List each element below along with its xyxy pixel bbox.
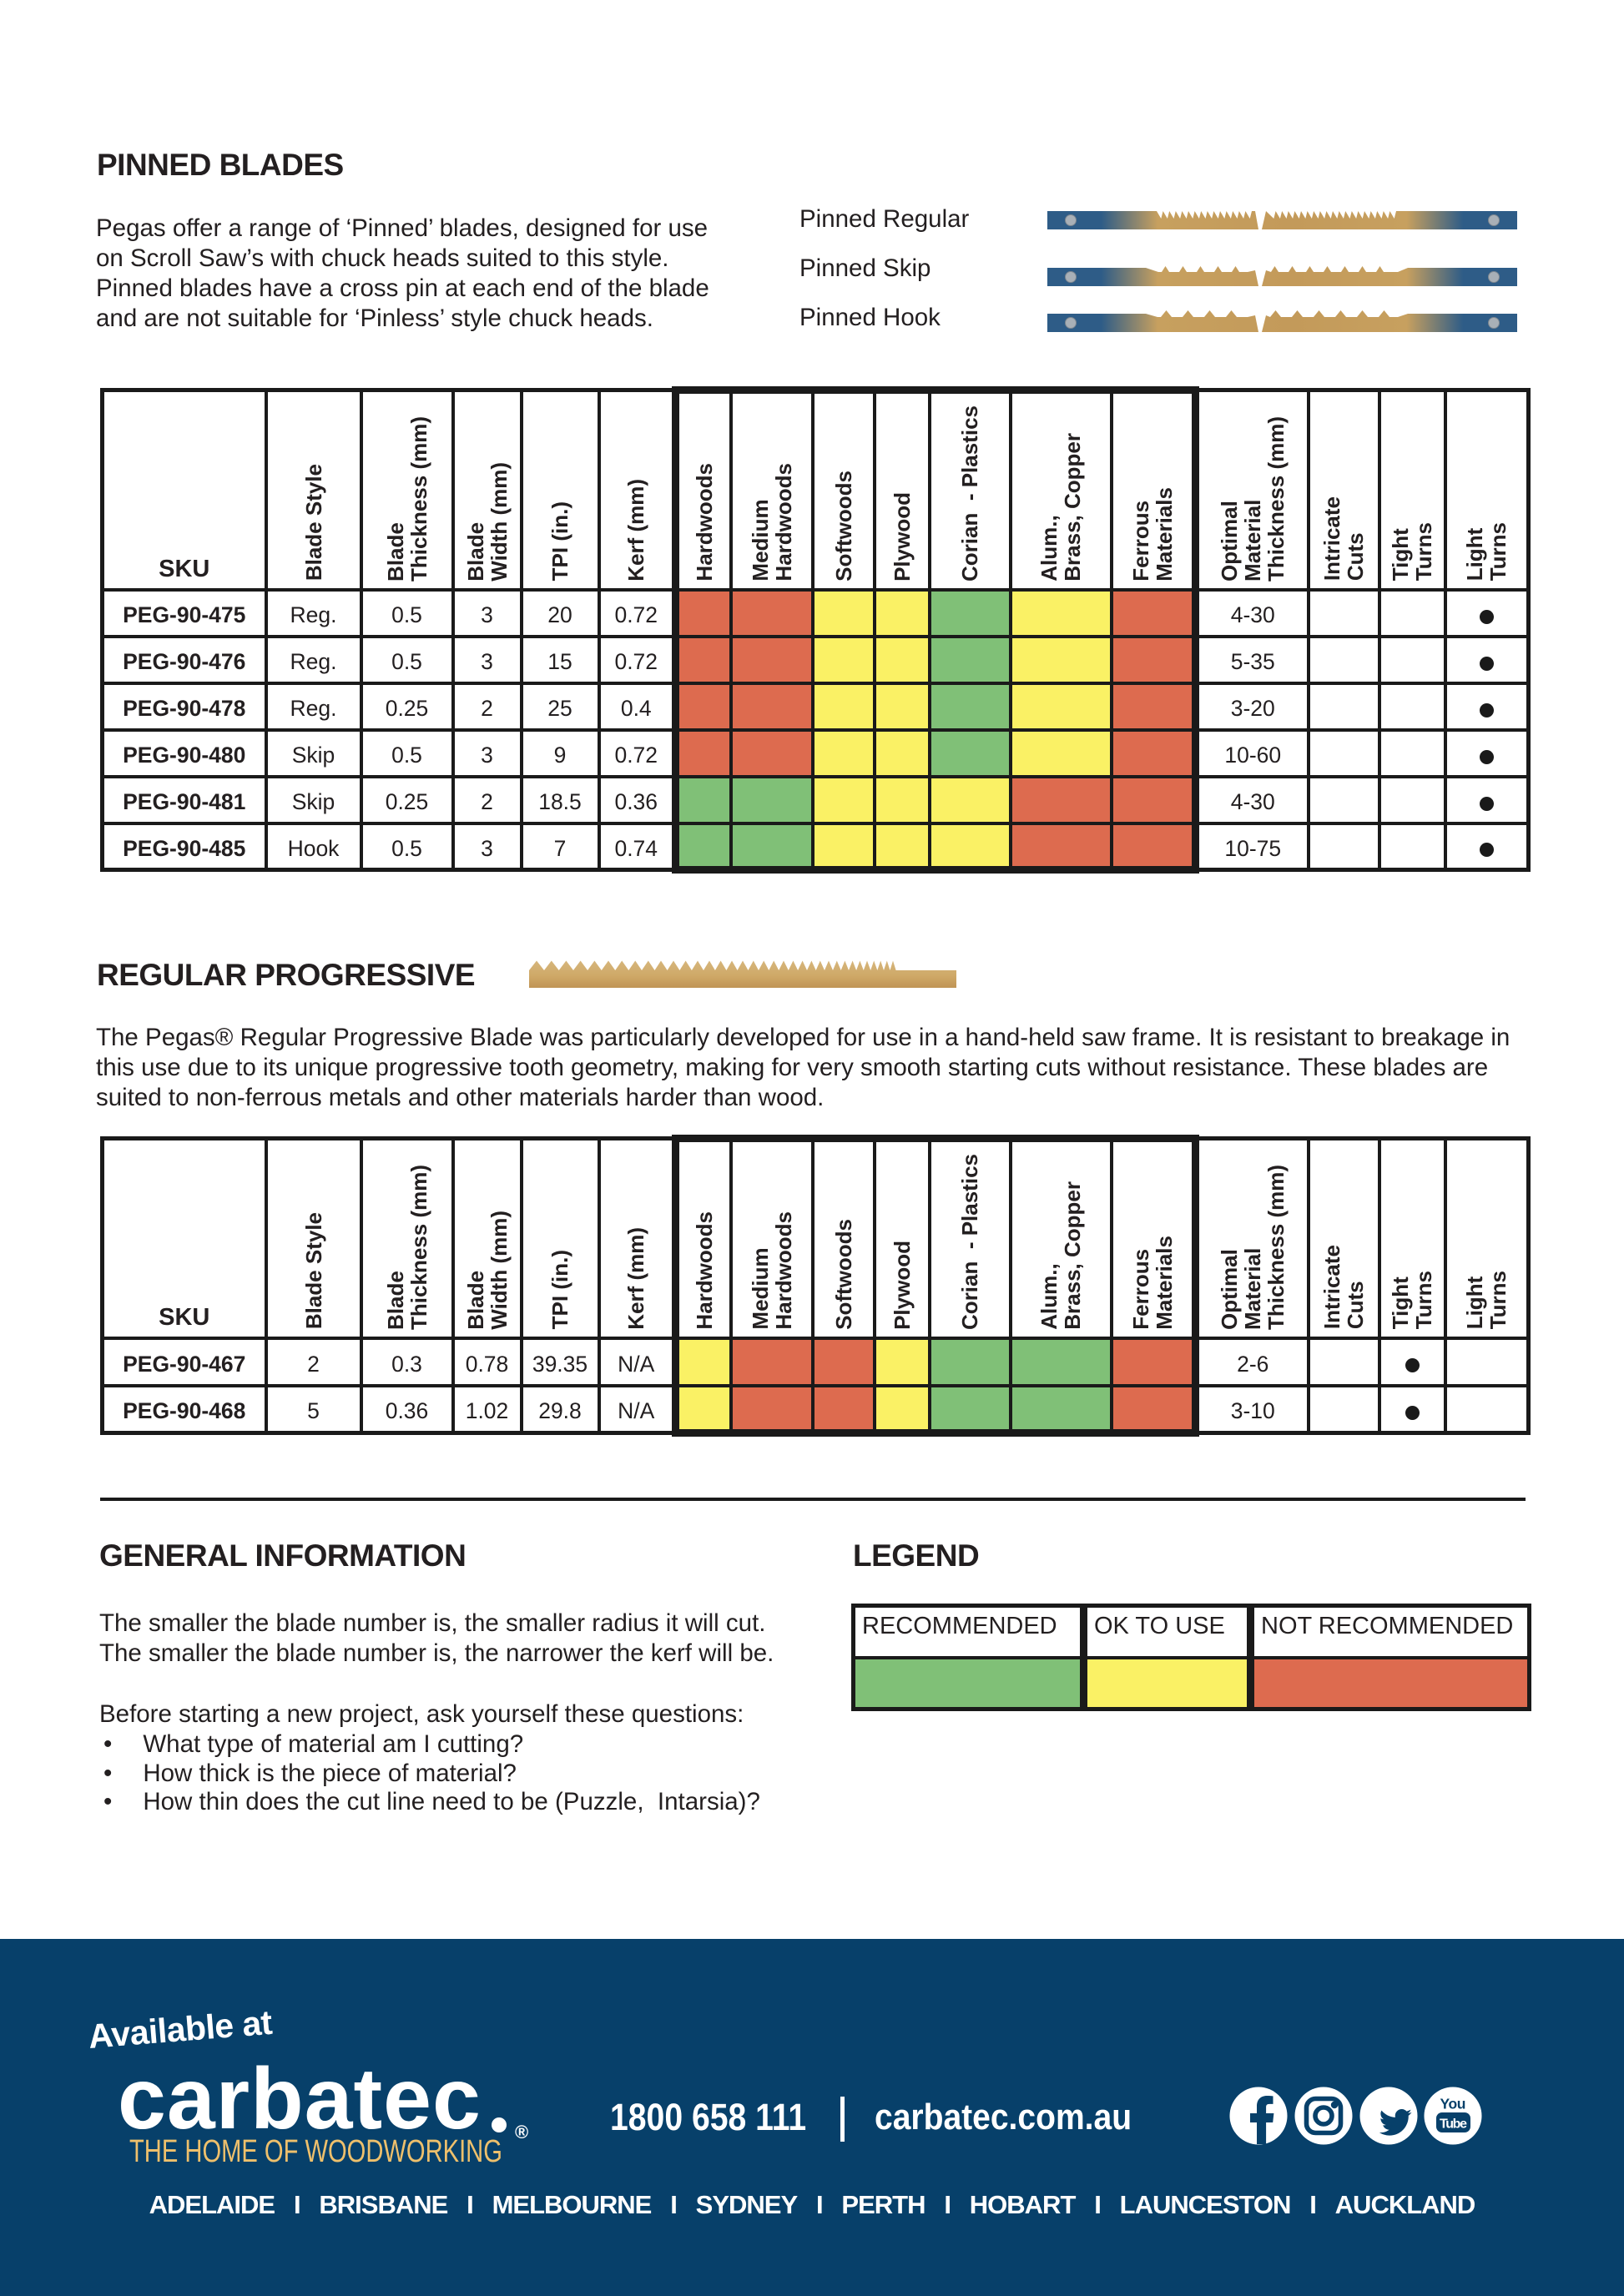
svg-text:Tube: Tube — [1440, 2117, 1467, 2132]
svg-text:You: You — [1440, 2096, 1466, 2112]
